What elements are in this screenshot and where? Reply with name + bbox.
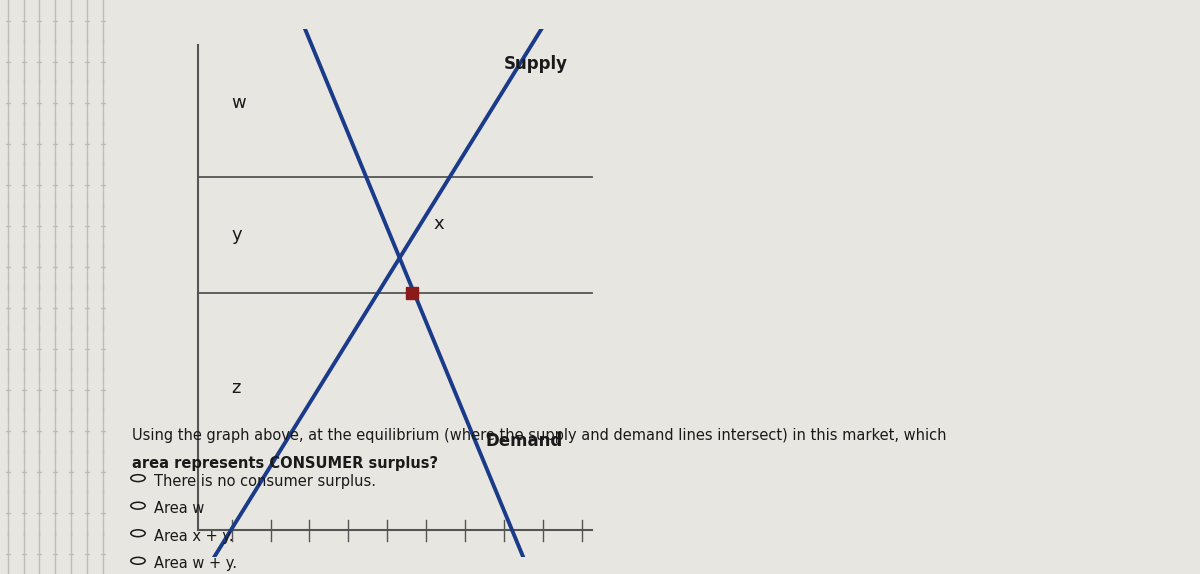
- Text: x: x: [433, 215, 444, 233]
- Text: Demand: Demand: [486, 432, 563, 449]
- Text: area represents CONSUMER surplus?: area represents CONSUMER surplus?: [132, 456, 438, 471]
- Text: z: z: [232, 379, 241, 397]
- Text: Area x + y.: Area x + y.: [154, 529, 233, 544]
- Text: y: y: [232, 226, 242, 243]
- Text: Using the graph above, at the equilibrium (where the supply and demand lines int: Using the graph above, at the equilibriu…: [132, 428, 947, 443]
- Text: w: w: [232, 94, 246, 111]
- Text: Area w + y.: Area w + y.: [154, 556, 236, 571]
- Text: Supply: Supply: [504, 55, 568, 73]
- Text: There is no consumer surplus.: There is no consumer surplus.: [154, 474, 376, 488]
- Text: Area w: Area w: [154, 501, 204, 516]
